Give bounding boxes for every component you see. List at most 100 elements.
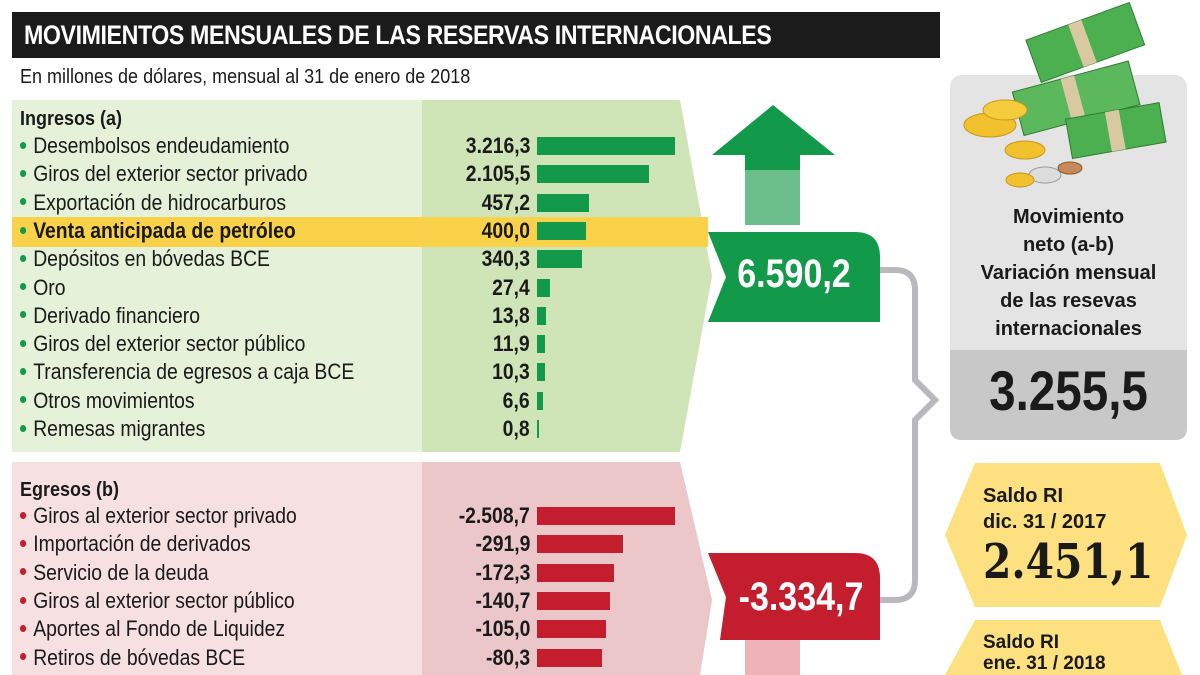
- bar: [537, 278, 550, 297]
- bar-label: Derivado financiero: [20, 302, 200, 330]
- category-text: Derivado financiero: [33, 302, 201, 328]
- bar-row: Aportes al Fondo de Liquidez -105,0: [20, 615, 680, 643]
- category-text: Servicio de la deuda: [33, 559, 209, 585]
- category-text: Giros del exterior sector público: [33, 331, 306, 357]
- saldo-label: Saldo RI: [983, 632, 1060, 653]
- bar-row: Servicio de la deuda -172,3: [20, 559, 680, 587]
- bullet-icon: [20, 283, 27, 291]
- bullet-icon: [20, 624, 27, 632]
- bar: [537, 620, 606, 639]
- bar-label: Otros movimientos: [20, 387, 195, 415]
- bar-row: Otros movimientos 6,6: [20, 387, 680, 415]
- saldo-2018-hexagon: [945, 620, 1182, 675]
- bar-label: Transferencia de egresos a caja BCE: [20, 358, 354, 386]
- saldo-2017-text: Saldo RI dic. 31 / 2017: [983, 483, 1106, 535]
- bullet-icon: [20, 511, 27, 519]
- bar: [537, 391, 544, 410]
- bar: [537, 165, 649, 184]
- saldo-2017-value: 2.451,1: [983, 534, 1154, 590]
- net-description: Movimiento neto (a-b) Variación mensual …: [950, 203, 1187, 343]
- data-label: -291,9: [475, 531, 530, 557]
- data-label: 457,2: [481, 189, 530, 215]
- bar: [537, 250, 582, 269]
- category-text: Giros al exterior sector público: [33, 587, 295, 613]
- category-text: Importación de derivados: [33, 531, 251, 557]
- category-text: Giros al exterior sector privado: [33, 503, 297, 528]
- net-line: Variación mensual: [980, 262, 1157, 284]
- category-text: Oro: [33, 274, 66, 300]
- category-text: Transferencia de egresos a caja BCE: [33, 359, 355, 385]
- bar-label: Desembolsos endeudamiento: [20, 132, 289, 160]
- bar-row: Derivado financiero 13,8: [20, 302, 680, 330]
- expense-total-box: [708, 553, 880, 640]
- category-text: Remesas migrantes: [33, 416, 206, 441]
- bar-label: Importación de derivados: [20, 530, 251, 558]
- net-card-value-band: [950, 350, 1187, 440]
- data-label: -140,7: [475, 587, 530, 613]
- category-text: Otros movimientos: [33, 387, 195, 413]
- bar: [537, 648, 602, 667]
- bar: [537, 193, 590, 212]
- bullet-icon: [20, 226, 27, 234]
- bullet-icon: [20, 596, 27, 604]
- bar-label: Aportes al Fondo de Liquidez: [20, 615, 285, 643]
- subtitle: En millones de dólares, mensual al 31 de…: [20, 66, 471, 88]
- bar-label: Giros del exterior sector público: [20, 330, 305, 358]
- bullet-icon: [20, 339, 27, 347]
- connector-line: [880, 267, 940, 603]
- bar-row: Importación de derivados -291,9: [20, 530, 680, 558]
- data-label: 0,8: [503, 416, 530, 441]
- bullet-icon: [20, 539, 27, 547]
- saldo-2018-text: Saldo RI ene. 31 / 2018: [983, 632, 1106, 674]
- bullet-icon: [20, 198, 27, 206]
- arrow-shaft-highlight: [745, 170, 800, 225]
- bullet-icon: [20, 311, 27, 319]
- net-value: 3.255,5: [989, 359, 1148, 422]
- bar: [537, 335, 546, 354]
- bar-row: Depósitos en bóvedas BCE 340,3: [20, 245, 680, 273]
- bullet-icon: [20, 653, 27, 661]
- bar: [537, 591, 611, 610]
- bar-label: Retiros de bóvedas BCE: [20, 644, 245, 672]
- bar: [537, 563, 614, 582]
- income-total: 6.590,2: [737, 252, 851, 296]
- bar: [537, 420, 540, 438]
- bar-row: Remesas migrantes 0,8: [20, 415, 680, 443]
- saldo-date: dic. 31 / 2017: [983, 511, 1107, 533]
- bar-row: Venta anticipada de petróleo 400,0: [20, 217, 680, 245]
- category-text: Desembolsos endeudamiento: [33, 133, 290, 158]
- expense-total: -3.334,7: [738, 575, 864, 619]
- data-label: 11,9: [493, 331, 530, 357]
- bar-row: Desembolsos endeudamiento 3.216,3: [20, 132, 680, 160]
- title-text: MOVIMIENTOS MENSUALES DE LAS RESERVAS IN…: [24, 20, 772, 50]
- category-text: Venta anticipada de petróleo: [33, 217, 296, 243]
- bar: [537, 306, 547, 325]
- data-label: -2.508,7: [458, 503, 530, 528]
- category-text: Giros del exterior sector privado: [33, 161, 308, 187]
- bar-row: Retiros de bóvedas BCE -80,3: [20, 644, 680, 672]
- data-label: 2.105,5: [465, 161, 530, 187]
- net-line: de las resevas: [1000, 290, 1137, 312]
- saldo-date: ene. 31 / 2018: [983, 653, 1106, 674]
- data-label: 13,8: [492, 302, 530, 328]
- data-label: -105,0: [475, 616, 530, 642]
- data-label: -80,3: [485, 644, 530, 670]
- up-arrow-icon: [712, 105, 835, 225]
- data-label: 10,3: [492, 359, 530, 385]
- bullet-icon: [20, 396, 27, 404]
- bar: [537, 507, 675, 525]
- saldo-2017-hexagon: [945, 463, 1187, 607]
- data-label: -172,3: [475, 559, 530, 585]
- bar-label: Exportación de hidrocarburos: [20, 189, 286, 217]
- data-label: 3.216,3: [465, 133, 530, 158]
- data-label: 400,0: [481, 217, 530, 243]
- net-line: neto (a-b): [1022, 234, 1115, 256]
- bar-label: Servicio de la deuda: [20, 559, 209, 587]
- bar-row: Exportación de hidrocarburos 457,2: [20, 189, 680, 217]
- infographic-title: MOVIMIENTOS MENSUALES DE LAS RESERVAS IN…: [12, 12, 940, 58]
- money-illustration-icon: [963, 1, 1167, 188]
- highlight-band: [12, 217, 708, 247]
- income-heading: Ingresos (a): [20, 108, 123, 130]
- data-label: 340,3: [481, 246, 530, 272]
